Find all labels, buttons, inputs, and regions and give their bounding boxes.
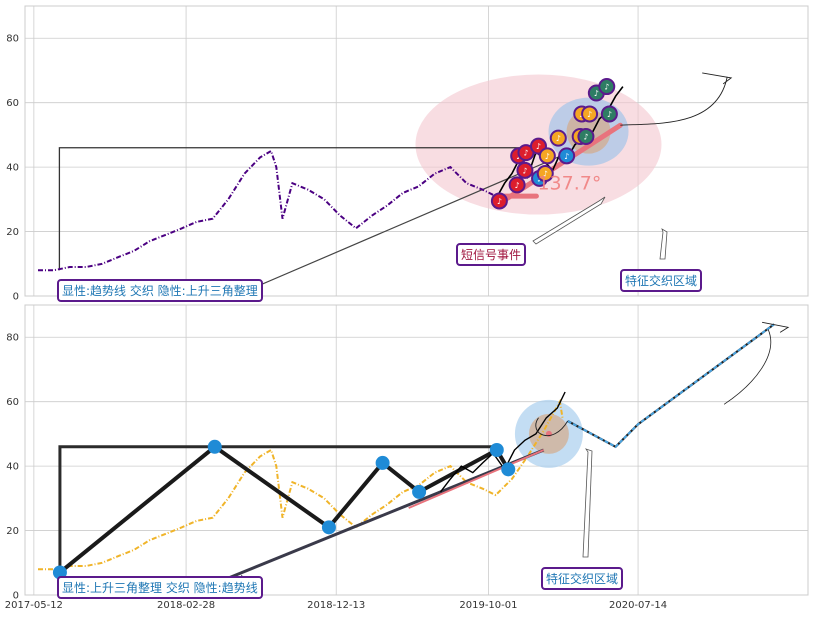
signal-marker (536, 165, 554, 183)
support-line (408, 449, 545, 509)
pivot-marker (501, 462, 516, 477)
feature-zone-label-bottom-text: 特征交织区域 (546, 572, 619, 586)
signal-marker-glyph: ♪ (587, 110, 592, 119)
feature-zone-label-top: 特征交织区域 (620, 269, 703, 292)
pattern-label-bottom: 显性:上升三角整理 交织 隐性:趋势线 (57, 576, 263, 599)
pattern-box-outline (58, 147, 537, 271)
angle-label: 137.7° (537, 173, 601, 195)
feature-zone-label-top-text: 特征交织区域 (625, 274, 698, 288)
signal-marker (508, 176, 526, 194)
pivot-marker (489, 443, 504, 457)
price-series-line (38, 398, 564, 571)
signal-event-label-text: 短信号事件 (461, 248, 522, 262)
forecast-path-dashes (567, 323, 775, 449)
signal-marker-glyph: ♪ (515, 181, 520, 190)
forecast-arrow-head (762, 321, 790, 333)
y-tick-label: 0 (13, 591, 19, 602)
pivot-marker (321, 520, 336, 535)
pivot-marker (375, 455, 390, 470)
feature-zone-arrow-top (659, 228, 668, 260)
price-series-line (38, 149, 497, 272)
forecast-connector (535, 417, 569, 437)
y-tick-label: 40 (6, 163, 19, 174)
signal-marker (581, 105, 599, 123)
pattern-label-top: 显性:趋势线 交织 隐性:上升三角整理 (57, 279, 263, 302)
y-tick-label: 0 (13, 292, 19, 303)
y-tick-label: 80 (6, 333, 19, 344)
forecast-arrow-head (702, 72, 733, 85)
signal-marker-glyph: ♪ (583, 133, 588, 142)
pattern-label-top-text: 显性:趋势线 交织 隐性:上升三角整理 (62, 284, 258, 298)
pivot-marker (412, 484, 427, 499)
signal-marker-glyph: ♪ (604, 83, 609, 92)
signal-marker-glyph: ♪ (497, 197, 502, 206)
x-tick-label: 2018-12-13 (307, 600, 365, 611)
y-tick-label: 60 (6, 98, 19, 109)
y-tick-label: 20 (6, 526, 19, 537)
signal-marker-glyph: ♪ (522, 166, 527, 175)
bottom-panel: 0 20 40 60 80 2017-05-12 2018-02-28 2018-12-13 2… (5, 304, 809, 611)
y-tick-label: 40 (6, 462, 19, 473)
signal-event-label: 短信号事件 (456, 243, 527, 266)
signal-marker (558, 147, 576, 165)
signal-marker-glyph: ♪ (545, 152, 550, 161)
signal-marker (600, 105, 618, 123)
signal-marker-glyph: ♪ (536, 142, 541, 151)
trend-line (234, 150, 573, 297)
feature-zone-arrow-bottom (582, 448, 593, 558)
y-tick-label: 60 (6, 397, 19, 408)
signal-marker-glyph: ♪ (564, 152, 569, 161)
signal-marker (577, 128, 595, 145)
forecast-curve (723, 329, 772, 405)
y-tick-label: 80 (6, 34, 19, 45)
signal-marker-glyph: ♪ (556, 134, 561, 143)
signal-marker-glyph: ♪ (594, 89, 599, 98)
forecast-curve (620, 76, 728, 126)
signal-marker (549, 129, 567, 147)
y-tick-label: 20 (6, 227, 19, 238)
signal-marker (598, 78, 616, 96)
signal-event-arrow (532, 196, 606, 245)
x-tick-label: 2020-07-14 (609, 600, 667, 611)
pattern-box-outline (58, 445, 497, 573)
feature-zone-label-bottom: 特征交织区域 (541, 567, 624, 590)
signal-marker-glyph: ♪ (543, 170, 548, 179)
x-tick-label: 2018-02-28 (157, 600, 215, 611)
x-tick-label: 2017-05-12 (5, 600, 63, 611)
plot-area (24, 304, 809, 596)
pattern-label-bottom-text: 显性:上升三角整理 交织 隐性:趋势线 (62, 581, 258, 595)
x-tick-label: 2019-10-01 (459, 600, 517, 611)
signal-marker (516, 161, 534, 179)
signal-marker-glyph: ♪ (523, 149, 528, 158)
signal-marker (490, 192, 508, 210)
pivot-marker (207, 439, 222, 454)
trend-line (186, 448, 545, 597)
pivot-marker (52, 565, 67, 580)
signal-marker-glyph: ♪ (607, 110, 612, 119)
signal-marker (538, 147, 556, 165)
